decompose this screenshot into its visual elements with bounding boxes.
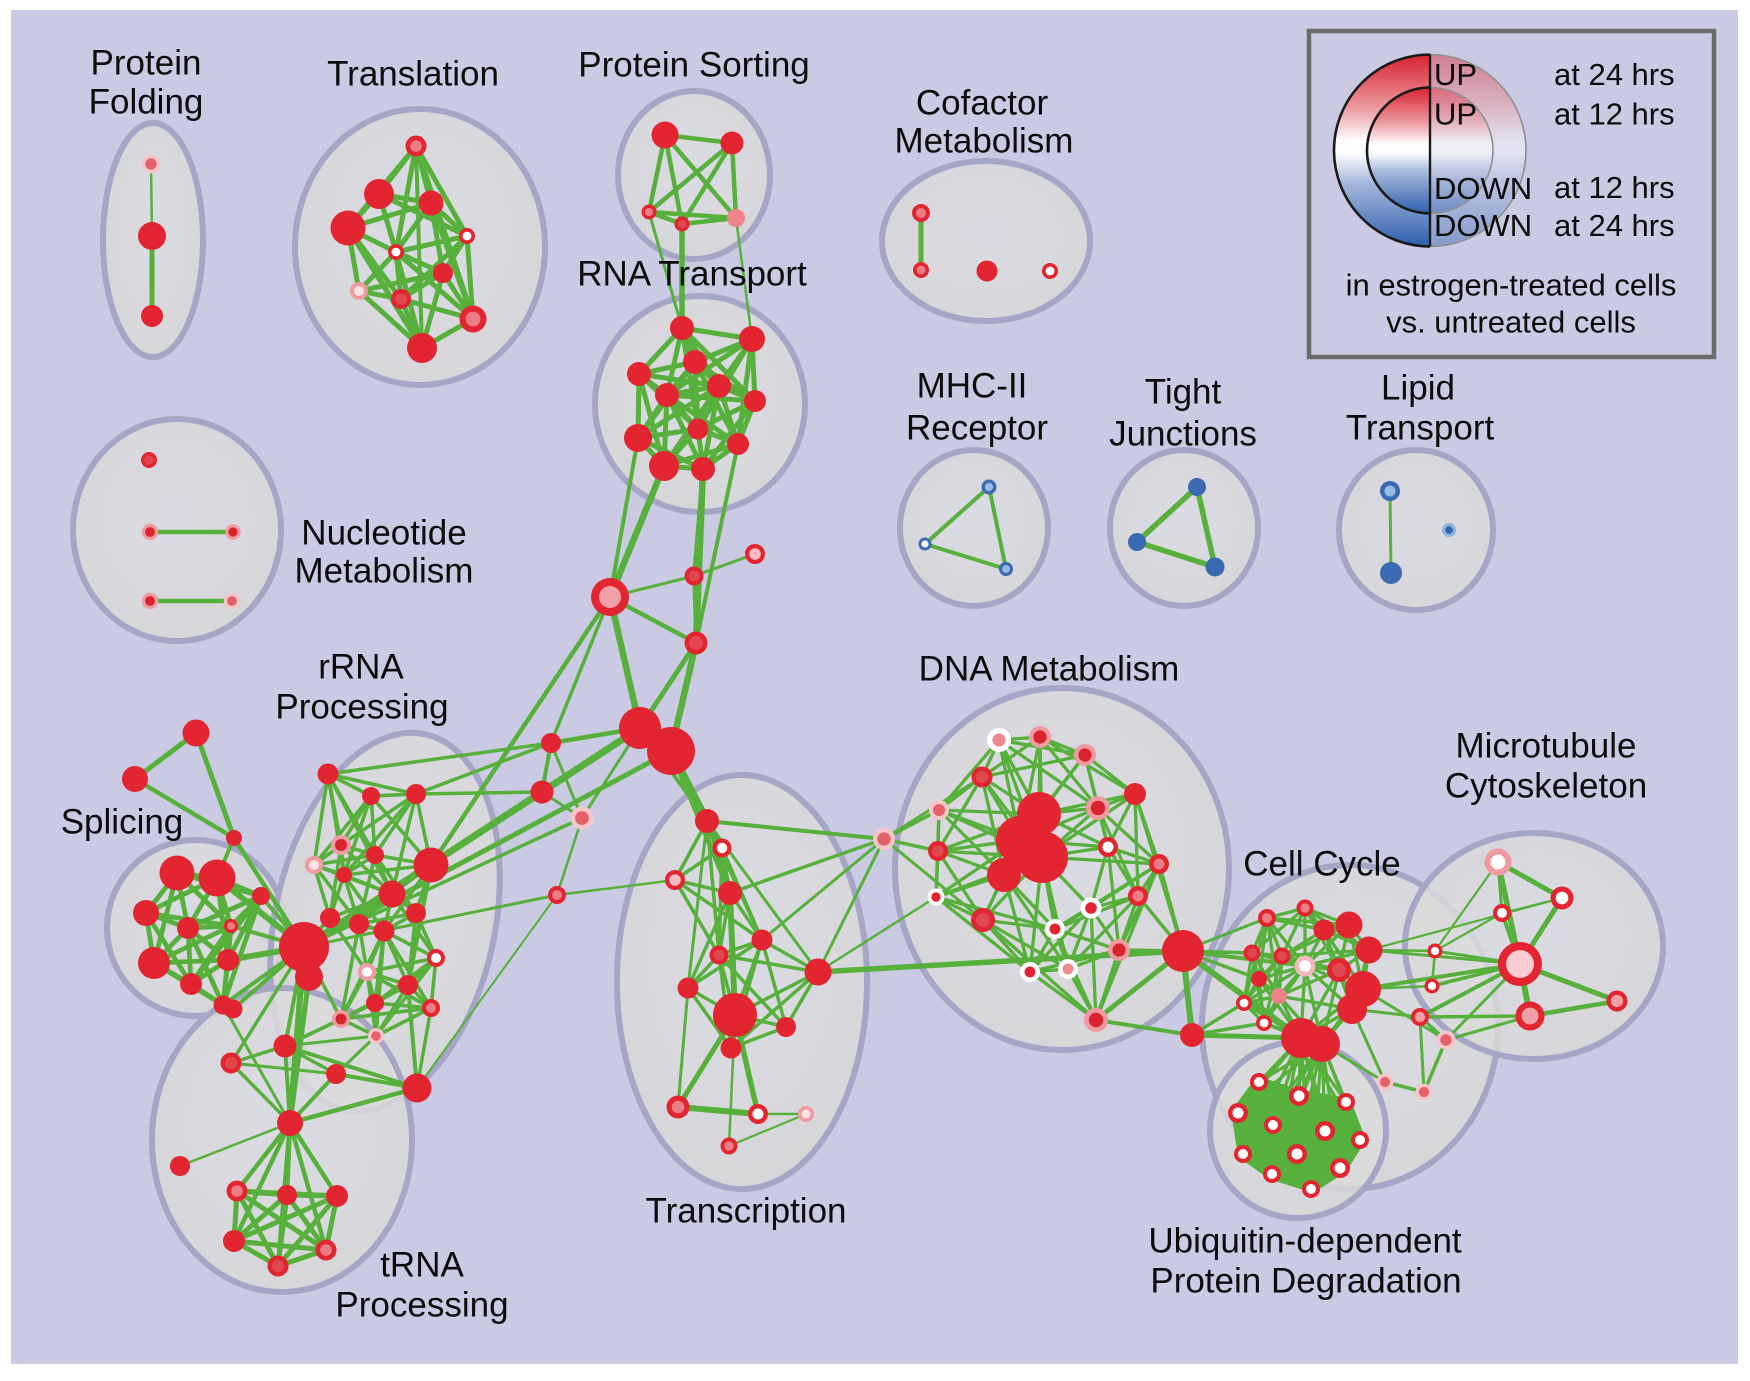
svg-text:Transcription: Transcription — [646, 1192, 847, 1231]
svg-text:DOWN: DOWN — [1434, 171, 1532, 206]
svg-text:in estrogen-treated cells: in estrogen-treated cells — [1346, 268, 1677, 303]
svg-text:UP: UP — [1434, 57, 1477, 92]
svg-text:Lipid: Lipid — [1381, 369, 1455, 408]
svg-text:UP: UP — [1434, 96, 1477, 131]
svg-text:Folding: Folding — [89, 83, 204, 122]
svg-text:Ubiquitin-dependent: Ubiquitin-dependent — [1148, 1222, 1462, 1261]
svg-text:Receptor: Receptor — [906, 409, 1048, 448]
svg-text:vs. untreated cells: vs. untreated cells — [1386, 305, 1636, 340]
svg-text:Tight: Tight — [1145, 373, 1222, 412]
svg-text:Junctions: Junctions — [1109, 415, 1257, 454]
svg-text:Nucleotide: Nucleotide — [301, 514, 466, 553]
svg-text:DNA Metabolism: DNA Metabolism — [919, 650, 1180, 689]
svg-text:Splicing: Splicing — [61, 803, 184, 842]
svg-text:at 12 hrs: at 12 hrs — [1554, 170, 1675, 205]
svg-text:Protein Degradation: Protein Degradation — [1150, 1262, 1461, 1301]
svg-text:Metabolism: Metabolism — [295, 552, 474, 591]
svg-text:MHC-II: MHC-II — [917, 367, 1028, 406]
svg-text:Protein: Protein — [91, 44, 202, 83]
svg-text:tRNA: tRNA — [380, 1246, 464, 1285]
svg-text:Cytoskeleton: Cytoskeleton — [1445, 767, 1647, 806]
svg-text:Translation: Translation — [327, 55, 499, 94]
svg-text:at 24 hrs: at 24 hrs — [1554, 208, 1675, 243]
svg-text:Transport: Transport — [1346, 409, 1495, 448]
svg-text:Cofactor: Cofactor — [916, 84, 1049, 123]
svg-text:at 12 hrs: at 12 hrs — [1554, 96, 1675, 131]
svg-text:Cell Cycle: Cell Cycle — [1243, 845, 1401, 884]
svg-text:Microtubule: Microtubule — [1456, 727, 1637, 766]
svg-text:Metabolism: Metabolism — [895, 122, 1074, 161]
svg-text:RNA Transport: RNA Transport — [577, 255, 807, 294]
svg-text:Protein Sorting: Protein Sorting — [578, 46, 810, 85]
svg-text:DOWN: DOWN — [1434, 208, 1532, 243]
svg-text:at 24 hrs: at 24 hrs — [1554, 57, 1675, 92]
svg-text:Processing: Processing — [275, 688, 448, 727]
svg-text:rRNA: rRNA — [318, 648, 404, 687]
svg-text:Processing: Processing — [335, 1286, 508, 1325]
